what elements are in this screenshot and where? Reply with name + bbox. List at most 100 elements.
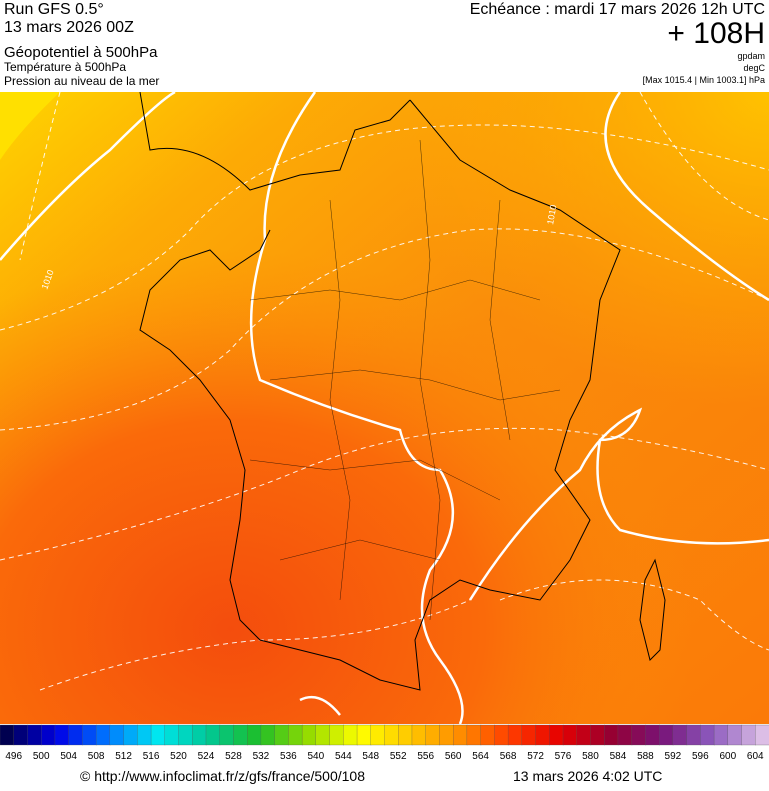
colorbar-label: 540: [307, 751, 324, 762]
colorbar-swatch: [370, 724, 386, 746]
run-title: Run GFS 0.5°: [4, 1, 104, 18]
colorbar-swatch: [453, 724, 468, 746]
layer-label: Température à 500hPa: [4, 60, 126, 74]
colorbar-swatch: [507, 724, 523, 746]
colorbar-label: 580: [582, 751, 599, 762]
colorbar-label: 592: [665, 751, 682, 762]
colorbar-label: 532: [253, 751, 270, 762]
isobar-label: 1010: [545, 204, 558, 225]
colorbar-swatch: [54, 724, 70, 746]
colorbar-swatch: [68, 724, 84, 746]
colorbar-swatch: [562, 724, 578, 746]
colorbar-label: 556: [417, 751, 434, 762]
colorbar-label: 500: [33, 751, 50, 762]
colorbar-label: 524: [198, 751, 215, 762]
colorbar-label: 588: [637, 751, 654, 762]
colorbar-label: 548: [362, 751, 379, 762]
colorbar-swatch: [590, 724, 605, 746]
colorbar-swatch: [150, 724, 166, 746]
colorbar-swatch: [288, 724, 303, 746]
colorbar-label: 536: [280, 751, 297, 762]
colorbar-label: 504: [60, 751, 77, 762]
colorbar-swatch: [95, 724, 111, 746]
colorbar-swatch: [411, 724, 427, 746]
colorbar-label: 600: [719, 751, 736, 762]
colorbar-swatch: [398, 724, 413, 746]
unit-label: degC: [743, 63, 765, 73]
colorbar-swatch: [439, 724, 454, 746]
colorbar-label: 584: [610, 751, 627, 762]
colorbar-swatch: [384, 724, 399, 746]
colorbar-swatch: [535, 724, 550, 746]
colorbar: 496 500 504 508 512 516 520 524 528 532 536 540 544 5…: [0, 724, 769, 762]
valid-time: Echéance : mardi 17 mars 2026 12h UTC: [470, 1, 765, 18]
colorbar-swatch: [343, 724, 358, 746]
colorbar-label: 576: [555, 751, 572, 762]
colorbar-swatch: [425, 724, 441, 746]
colorbar-label: 552: [390, 751, 407, 762]
colorbar-swatch: [645, 724, 660, 746]
colorbar-label: 520: [170, 751, 187, 762]
colorbar-swatch: [727, 724, 743, 746]
run-date: 13 mars 2026 00Z: [4, 19, 134, 36]
colorbar-swatch: [672, 724, 688, 746]
colorbar-swatch: [137, 724, 152, 746]
colorbar-swatch: [109, 724, 125, 746]
layer-label: Pression au niveau de la mer: [4, 74, 159, 88]
colorbar-swatch: [494, 724, 509, 746]
colorbar-swatch: [41, 724, 56, 746]
colorbar-label: 596: [692, 751, 709, 762]
issue-date: 13 mars 2026 4:02 UTC: [513, 768, 662, 784]
colorbar-swatch: [192, 724, 207, 746]
colorbar-swatch: [631, 724, 647, 746]
colorbar-label: 544: [335, 751, 352, 762]
colorbar-swatch: [329, 724, 344, 746]
colorbar-label: 568: [500, 751, 517, 762]
colorbar-label: 604: [747, 751, 764, 762]
range-label: [Max 1015.4 | Min 1003.1] hPa: [643, 75, 765, 85]
colorbar-label: 528: [225, 751, 242, 762]
colorbar-swatch: [700, 724, 715, 746]
colorbar-label: 512: [115, 751, 132, 762]
unit-label: gpdam: [737, 51, 765, 61]
colorbar-swatch: [274, 724, 290, 746]
colorbar-swatch: [164, 724, 180, 746]
colorbar-swatch: [713, 724, 729, 746]
colorbar-swatch: [617, 724, 633, 746]
colorbar-swatch: [178, 724, 193, 746]
colorbar-label: 572: [527, 751, 544, 762]
colorbar-swatch: [123, 724, 138, 746]
colorbar-swatch: [480, 724, 496, 746]
colorbar-swatch: [205, 724, 221, 746]
colorbar-swatch: [233, 724, 248, 746]
colorbar-label: 496: [5, 751, 22, 762]
colorbar-swatch: [755, 724, 769, 746]
colorbar-swatch: [301, 724, 317, 746]
colorbar-swatch: [741, 724, 756, 746]
colorbar-swatch: [82, 724, 97, 746]
colorbar-swatch: [576, 724, 592, 746]
colorbar-swatch: [0, 724, 15, 746]
colorbar-swatch: [686, 724, 701, 746]
layer-label: Géopotentiel à 500hPa: [4, 44, 158, 61]
colorbar-swatch: [13, 724, 29, 746]
colorbar-swatch: [604, 724, 619, 746]
colorbar-swatch: [247, 724, 262, 746]
colorbar-label: 560: [445, 751, 462, 762]
colorbar-swatch: [27, 724, 42, 746]
map: 1010 1010: [0, 92, 769, 724]
lead-time: + 108H: [667, 17, 765, 50]
colorbar-swatch: [356, 724, 372, 746]
colorbar-swatch: [219, 724, 235, 746]
colorbar-label: 508: [88, 751, 105, 762]
source-link: © http://www.infoclimat.fr/z/gfs/france/…: [80, 768, 365, 784]
colorbar-swatch: [466, 724, 482, 746]
colorbar-swatch: [315, 724, 331, 746]
colorbar-label: 516: [143, 751, 160, 762]
colorbar-swatch: [260, 724, 276, 746]
colorbar-swatch: [521, 724, 537, 746]
colorbar-swatch: [658, 724, 674, 746]
colorbar-swatch: [549, 724, 564, 746]
